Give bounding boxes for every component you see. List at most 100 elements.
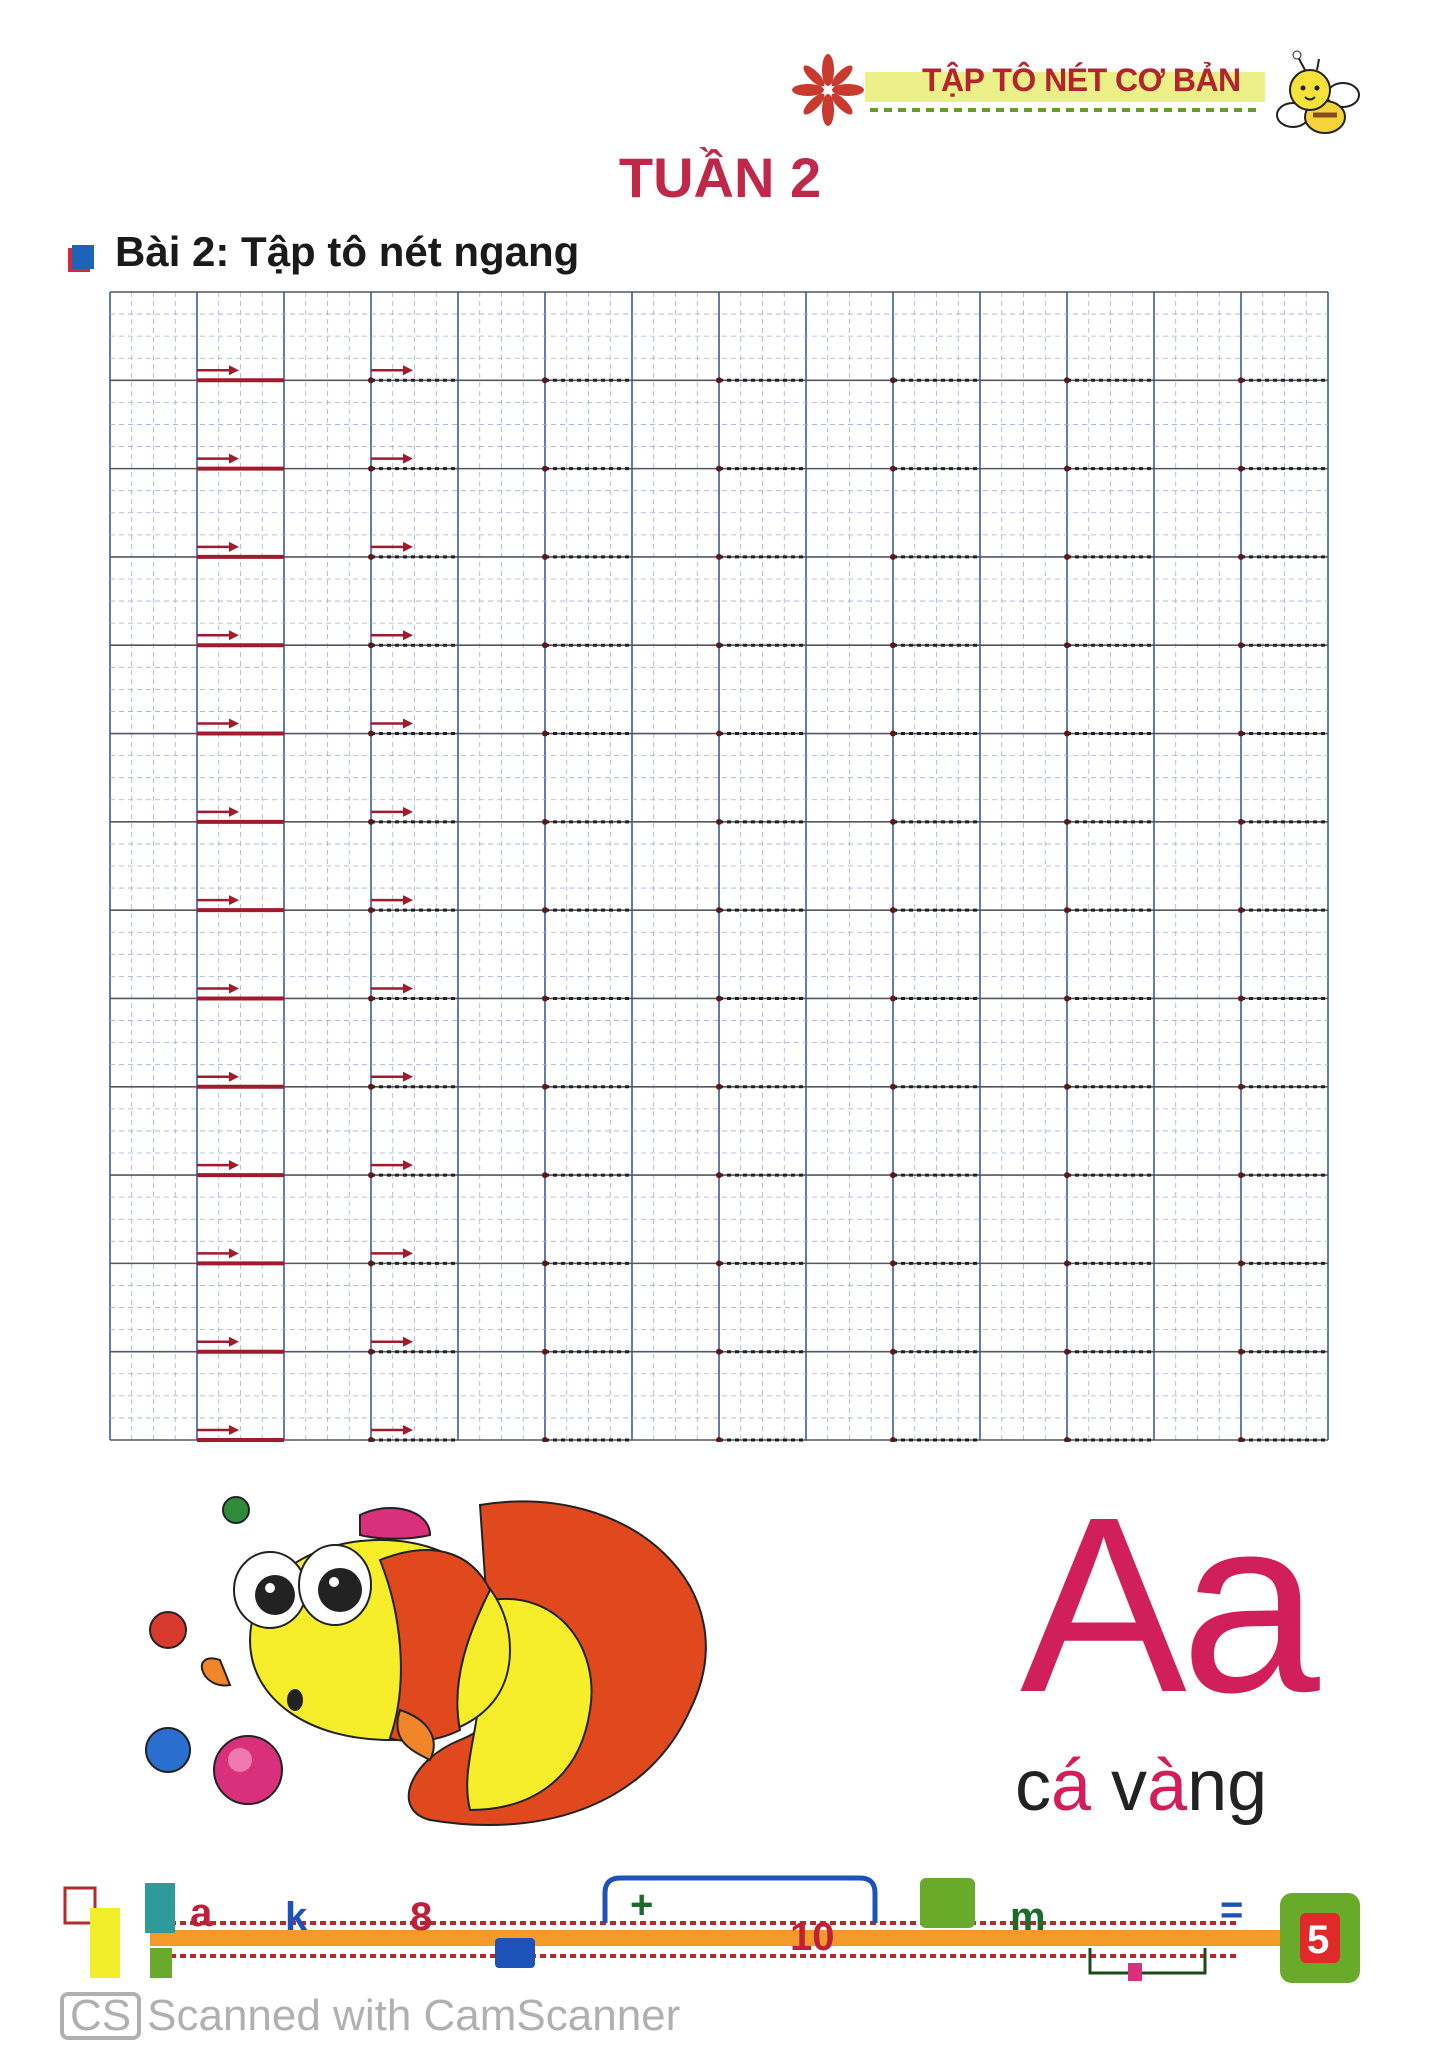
start-dot <box>368 995 374 1002</box>
start-dot <box>542 642 548 649</box>
arrow-head-icon <box>403 453 413 464</box>
start-dot <box>368 1348 374 1355</box>
arrow-head-icon <box>403 1248 413 1259</box>
start-dot <box>368 818 374 825</box>
start-dot <box>542 1083 548 1090</box>
start-dot <box>890 730 896 737</box>
start-dot <box>890 1083 896 1090</box>
arrow-head-icon <box>229 983 239 994</box>
camscanner-watermark: CS Scanned with CamScanner <box>60 1990 680 2042</box>
start-dot <box>1064 377 1070 384</box>
word-part: ng <box>1187 1746 1268 1826</box>
watermark-text: Scanned with CamScanner <box>147 1991 681 2040</box>
start-dot <box>890 995 896 1002</box>
start-dot <box>368 907 374 914</box>
arrow-head-icon <box>229 365 239 376</box>
arrow-head-icon <box>403 365 413 376</box>
arrow-head-icon <box>403 895 413 906</box>
arrow-head-icon <box>229 1160 239 1171</box>
start-dot <box>542 377 548 384</box>
start-dot <box>1064 995 1070 1002</box>
start-dot <box>716 907 722 914</box>
arrow-head-icon <box>229 718 239 729</box>
start-dot <box>1064 553 1070 560</box>
arrow-head-icon <box>403 983 413 994</box>
start-dot <box>1238 1437 1244 1442</box>
letter-display: Aa <box>1020 1465 1320 1744</box>
start-dot <box>716 995 722 1002</box>
start-dot <box>542 907 548 914</box>
strip-symbol: 10 <box>790 1915 835 1959</box>
start-dot <box>1064 1260 1070 1267</box>
start-dot <box>542 465 548 472</box>
start-dot <box>890 818 896 825</box>
start-dot <box>716 553 722 560</box>
start-dot <box>542 553 548 560</box>
word-part-highlight: à <box>1147 1746 1188 1826</box>
word-part: c <box>1015 1746 1051 1826</box>
start-dot <box>890 642 896 649</box>
start-dot <box>1064 730 1070 737</box>
start-dot <box>1064 642 1070 649</box>
strip-symbol: 8 <box>410 1895 432 1939</box>
practice-grid[interactable] <box>108 290 1330 1442</box>
start-dot <box>890 377 896 384</box>
strip-symbol: k <box>285 1895 308 1939</box>
arrow-head-icon <box>229 541 239 552</box>
strip-symbol: a <box>190 1891 213 1935</box>
arrow-head-icon <box>403 718 413 729</box>
start-dot <box>1064 907 1070 914</box>
start-dot <box>368 465 374 472</box>
start-dot <box>368 1437 374 1442</box>
start-dot <box>890 465 896 472</box>
arrow-head-icon <box>403 541 413 552</box>
arrow-head-icon <box>229 1336 239 1347</box>
start-dot <box>542 818 548 825</box>
arrow-head-icon <box>229 1071 239 1082</box>
start-dot <box>1064 465 1070 472</box>
lesson-title: Bài 2: Tập tô nét ngang <box>115 228 580 275</box>
word-part-highlight: á <box>1051 1746 1092 1826</box>
start-dot <box>368 377 374 384</box>
start-dot <box>542 1260 548 1267</box>
arrow-head-icon <box>403 630 413 641</box>
arrow-head-icon <box>403 806 413 817</box>
start-dot <box>1238 1260 1244 1267</box>
strip-symbol: + <box>630 1883 653 1927</box>
arrow-head-icon <box>229 895 239 906</box>
start-dot <box>1064 1172 1070 1179</box>
word-part: v <box>1091 1746 1148 1826</box>
start-dot <box>1238 995 1244 1002</box>
start-dot <box>1064 1083 1070 1090</box>
start-dot <box>716 1260 722 1267</box>
start-dot <box>1064 1348 1070 1355</box>
start-dot <box>890 1172 896 1179</box>
start-dot <box>1238 465 1244 472</box>
start-dot <box>542 1437 548 1442</box>
start-dot <box>890 1437 896 1442</box>
start-dot <box>1238 1083 1244 1090</box>
start-dot <box>1064 1437 1070 1442</box>
start-dot <box>716 465 722 472</box>
start-dot <box>716 1437 722 1442</box>
start-dot <box>716 1083 722 1090</box>
arrow-head-icon <box>403 1425 413 1435</box>
lesson-bullet-icon <box>72 245 94 269</box>
start-dot <box>368 1260 374 1267</box>
start-dot <box>1238 907 1244 914</box>
start-dot <box>716 818 722 825</box>
start-dot <box>368 553 374 560</box>
flower-icon <box>792 54 864 126</box>
strip-symbol: 5 <box>1307 1918 1329 1962</box>
start-dot <box>1064 818 1070 825</box>
start-dot <box>1238 1348 1244 1355</box>
start-dot <box>1238 377 1244 384</box>
start-dot <box>716 1348 722 1355</box>
arrow-head-icon <box>229 453 239 464</box>
start-dot <box>1238 818 1244 825</box>
start-dot <box>1238 730 1244 737</box>
start-dot <box>890 553 896 560</box>
start-dot <box>542 1172 548 1179</box>
bee-icon <box>1276 50 1360 134</box>
banner-title: TẬP TÔ NÉT CƠ BẢN <box>922 62 1241 98</box>
